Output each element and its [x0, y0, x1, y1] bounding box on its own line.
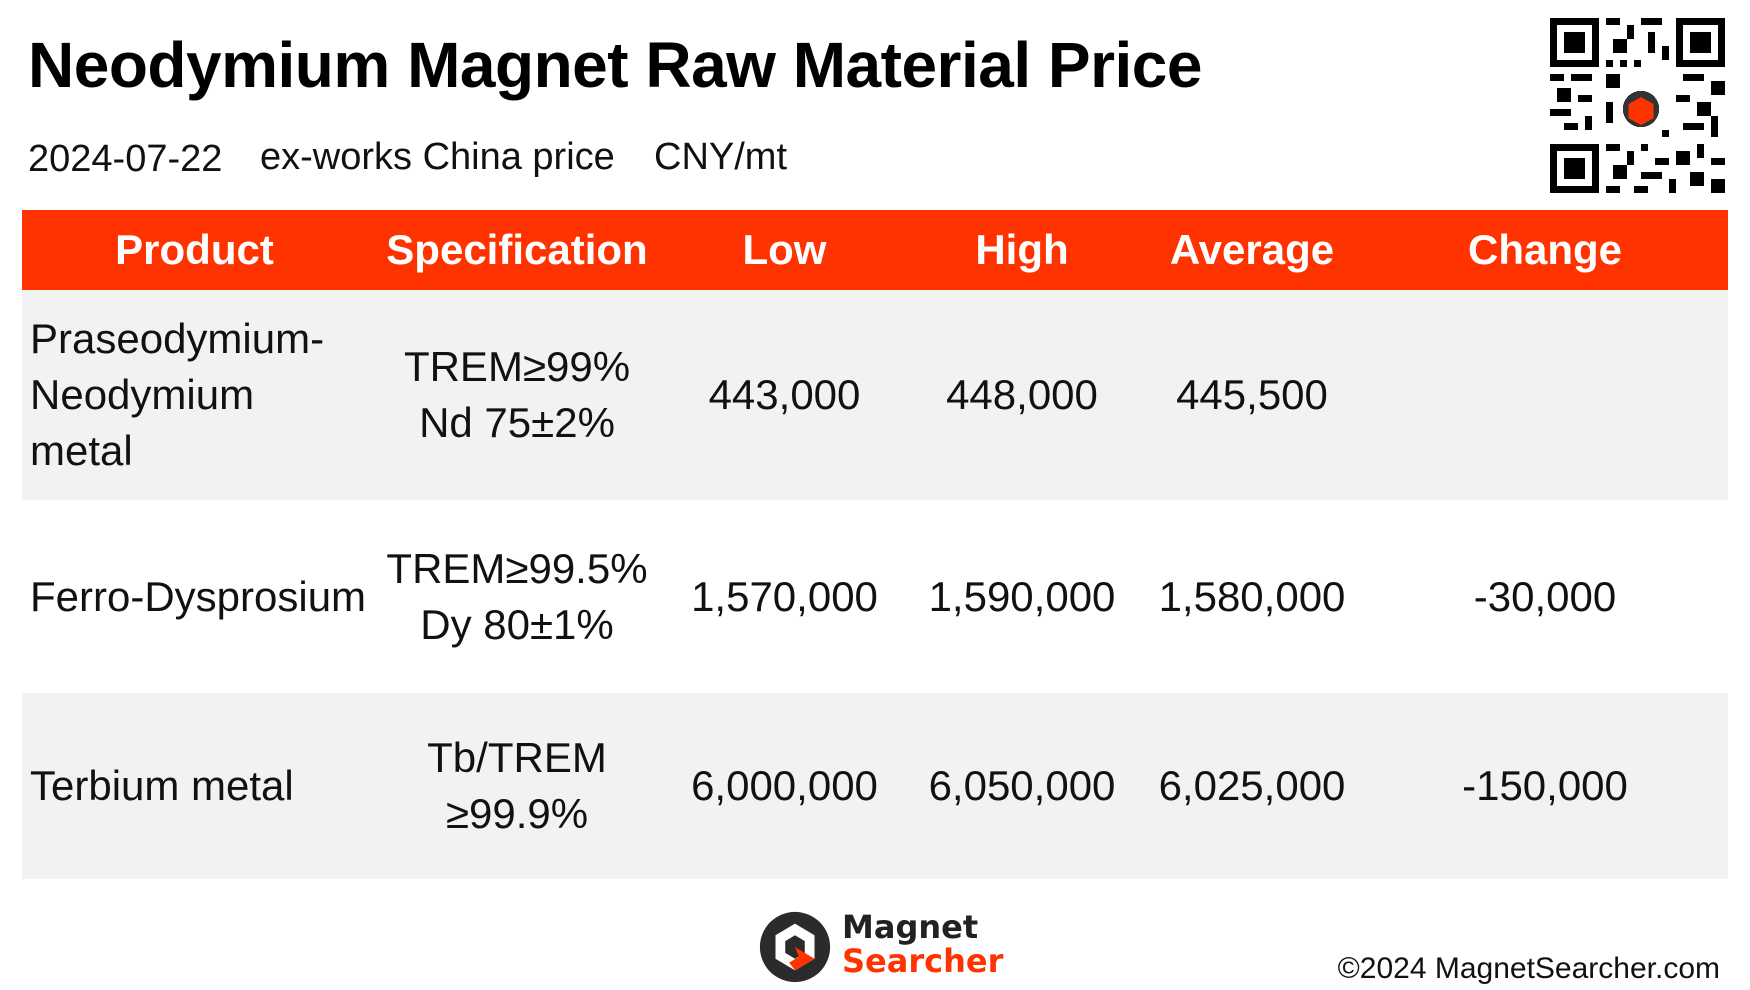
price-table: Product Specification Low High Average C…	[22, 210, 1728, 879]
high-price-cell: 1,590,000	[902, 500, 1142, 693]
magnet-searcher-logo-icon	[759, 911, 831, 983]
spec-line: TREM≥99%	[403, 343, 631, 390]
high-price-cell: 6,050,000	[902, 693, 1142, 879]
change-cell: -30,000	[1362, 500, 1728, 693]
average-price-cell: 445,500	[1142, 290, 1362, 500]
specification-cell: TREM≥99% Nd 75±2%	[367, 290, 667, 500]
low-price-cell: 6,000,000	[667, 693, 902, 879]
spec-line: Tb/TREM	[427, 734, 607, 781]
table-header-row: Product Specification Low High Average C…	[22, 210, 1728, 290]
product-cell: Praseodymium-Neodymium metal	[22, 290, 367, 500]
copyright-text: ©2024 MagnetSearcher.com	[1337, 952, 1720, 985]
specification-cell: Tb/TREM ≥99.9%	[367, 693, 667, 879]
product-cell: Terbium metal	[22, 693, 367, 879]
change-cell: -150,000	[1362, 693, 1728, 879]
low-price-cell: 443,000	[667, 290, 902, 500]
average-price-cell: 1,580,000	[1142, 500, 1362, 693]
column-header-average: Average	[1142, 210, 1362, 290]
spec-line: Nd 75±2%	[419, 399, 615, 446]
spec-line: Dy 80±1%	[420, 600, 614, 648]
table-row: Ferro-Dysprosium TREM≥99.5% Dy 80±1% 1,5…	[22, 500, 1728, 693]
spec-line: TREM≥99.5%	[386, 544, 648, 592]
column-header-change: Change	[1362, 210, 1728, 290]
table-row: Terbium metal Tb/TREM ≥99.9% 6,000,000 6…	[22, 693, 1728, 879]
brand-name-line1: Magnet	[842, 908, 979, 946]
column-header-low: Low	[667, 210, 902, 290]
column-header-product: Product	[22, 210, 367, 290]
brand-name-line2: Searcher	[842, 942, 1004, 980]
table-row: Praseodymium-Neodymium metal TREM≥99% Nd…	[22, 290, 1728, 500]
average-price-cell: 6,025,000	[1142, 693, 1362, 879]
brand-logo-text: Magnet Searcher	[842, 910, 1003, 978]
page-title: Neodymium Magnet Raw Material Price	[28, 29, 1202, 101]
column-header-high: High	[902, 210, 1142, 290]
low-price-cell: 1,570,000	[667, 500, 902, 693]
specification-cell: TREM≥99.5% Dy 80±1%	[367, 500, 667, 693]
qr-code-icon[interactable]	[1550, 18, 1725, 193]
product-cell: Ferro-Dysprosium	[22, 500, 367, 693]
column-header-specification: Specification	[367, 210, 667, 290]
spec-line: ≥99.9%	[445, 790, 589, 837]
price-date: 2024-07-22	[28, 138, 223, 180]
price-basis: ex-works China price	[260, 136, 615, 178]
price-unit: CNY/mt	[654, 136, 787, 178]
high-price-cell: 448,000	[902, 290, 1142, 500]
change-cell	[1362, 290, 1728, 500]
